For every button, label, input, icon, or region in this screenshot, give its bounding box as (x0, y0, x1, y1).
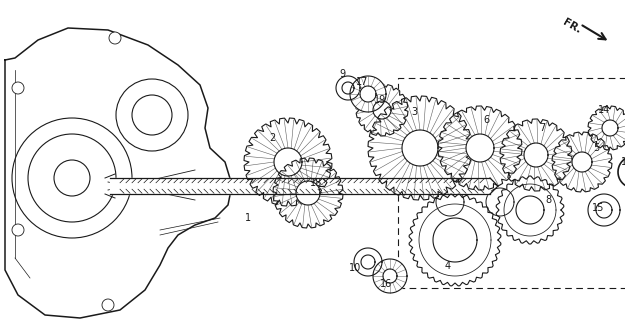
Polygon shape (350, 76, 386, 112)
Polygon shape (602, 120, 618, 136)
Circle shape (102, 299, 114, 311)
Text: 5: 5 (593, 143, 599, 153)
Text: 16: 16 (380, 279, 392, 289)
Polygon shape (373, 259, 407, 293)
Text: 6: 6 (483, 115, 489, 125)
Polygon shape (466, 134, 494, 162)
Polygon shape (296, 181, 320, 205)
Polygon shape (409, 194, 501, 286)
Polygon shape (361, 255, 375, 269)
Circle shape (109, 32, 121, 44)
Polygon shape (572, 152, 592, 172)
Polygon shape (596, 202, 612, 218)
Polygon shape (409, 194, 501, 286)
Text: 17: 17 (356, 77, 368, 87)
Polygon shape (588, 106, 625, 150)
Text: 13: 13 (621, 157, 625, 167)
Polygon shape (273, 158, 343, 228)
Text: 8: 8 (545, 195, 551, 205)
Text: 2: 2 (269, 133, 275, 143)
Polygon shape (552, 132, 612, 192)
Polygon shape (524, 143, 548, 167)
Text: 18: 18 (310, 178, 322, 188)
Polygon shape (5, 28, 232, 318)
Polygon shape (588, 194, 620, 226)
Text: FR.: FR. (561, 17, 583, 35)
Text: 14: 14 (598, 105, 610, 115)
Polygon shape (356, 84, 408, 136)
Text: 3: 3 (411, 107, 417, 117)
Polygon shape (433, 218, 477, 262)
Polygon shape (336, 76, 360, 100)
Polygon shape (438, 106, 522, 190)
Text: 10: 10 (349, 263, 361, 273)
Polygon shape (244, 118, 332, 206)
Text: 4: 4 (445, 261, 451, 271)
Text: 15: 15 (592, 203, 604, 213)
Polygon shape (496, 176, 564, 244)
Circle shape (12, 224, 24, 236)
Text: 19: 19 (374, 95, 386, 105)
Circle shape (12, 82, 24, 94)
Polygon shape (383, 269, 397, 283)
Polygon shape (516, 196, 544, 224)
Polygon shape (402, 130, 438, 166)
Polygon shape (368, 96, 472, 200)
Polygon shape (500, 119, 572, 191)
Polygon shape (342, 82, 354, 94)
Polygon shape (110, 178, 490, 194)
Polygon shape (360, 86, 376, 102)
Text: 9: 9 (339, 69, 345, 79)
Text: 7: 7 (539, 123, 545, 133)
Polygon shape (373, 101, 391, 119)
Polygon shape (496, 176, 564, 244)
Polygon shape (274, 148, 302, 176)
Polygon shape (354, 248, 382, 276)
Text: 1: 1 (245, 213, 251, 223)
